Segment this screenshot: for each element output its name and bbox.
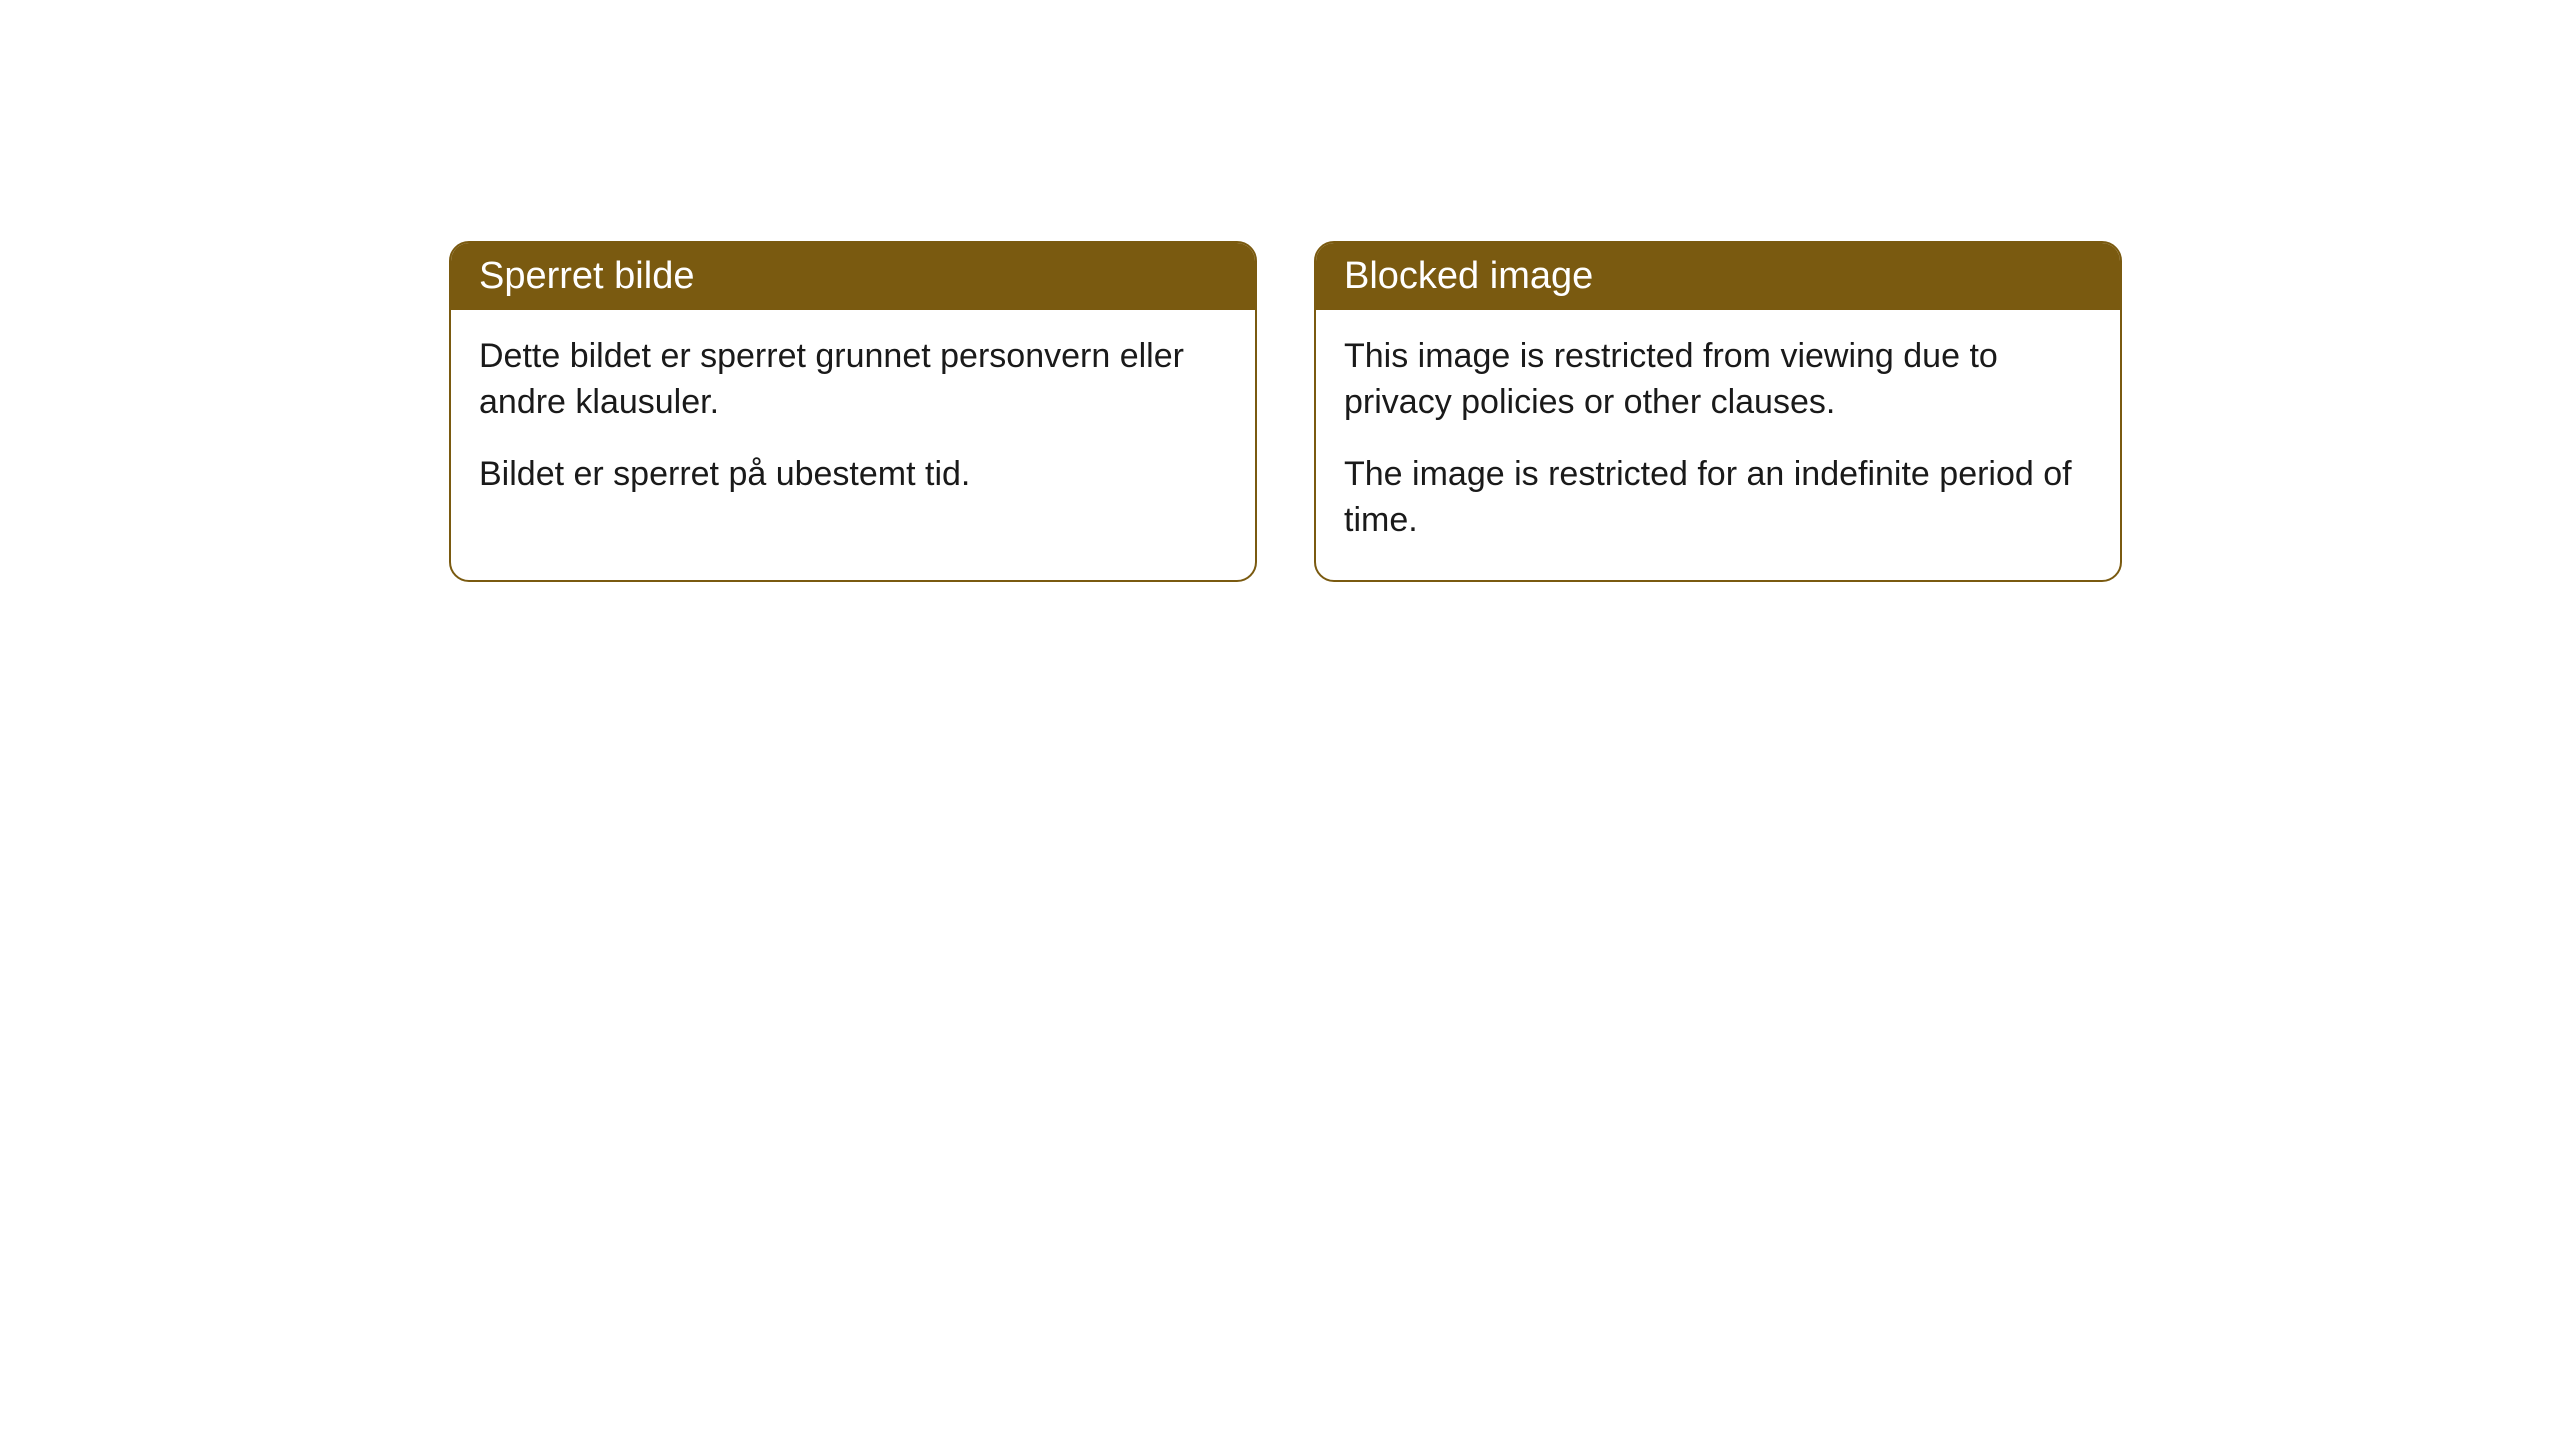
card-body: This image is restricted from viewing du…: [1316, 310, 2120, 580]
card-paragraph: Bildet er sperret på ubestemt tid.: [479, 452, 1227, 498]
notice-cards-container: Sperret bilde Dette bildet er sperret gr…: [449, 241, 2122, 582]
card-body: Dette bildet er sperret grunnet personve…: [451, 310, 1255, 534]
card-title: Blocked image: [1344, 255, 1593, 297]
card-paragraph: Dette bildet er sperret grunnet personve…: [479, 334, 1227, 426]
card-paragraph: This image is restricted from viewing du…: [1344, 334, 2092, 426]
blocked-image-card-norwegian: Sperret bilde Dette bildet er sperret gr…: [449, 241, 1257, 582]
card-paragraph: The image is restricted for an indefinit…: [1344, 452, 2092, 544]
card-title: Sperret bilde: [479, 255, 694, 297]
blocked-image-card-english: Blocked image This image is restricted f…: [1314, 241, 2122, 582]
card-header: Blocked image: [1316, 243, 2120, 310]
card-header: Sperret bilde: [451, 243, 1255, 310]
